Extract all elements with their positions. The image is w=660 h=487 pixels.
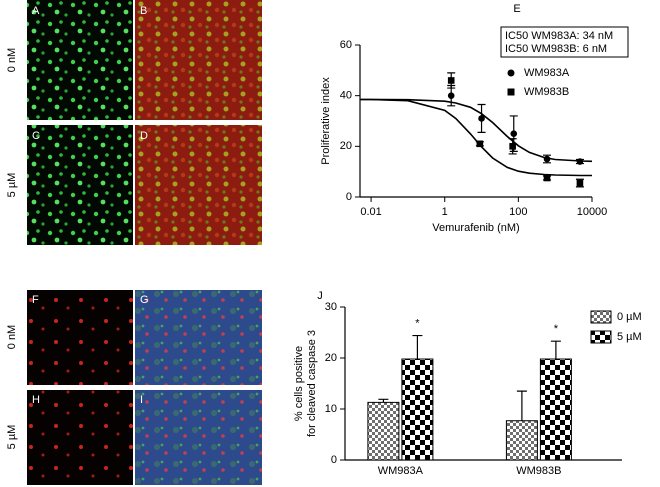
bar	[505, 420, 538, 461]
y-axis-label: % cells positive	[293, 346, 305, 421]
row-label: 0 nM	[6, 48, 18, 72]
bar	[401, 358, 434, 461]
error-bar	[516, 390, 527, 421]
panel-letter: C	[32, 130, 40, 142]
image	[135, 0, 262, 120]
y-tick-label: 60	[340, 39, 352, 51]
x-tick-label: WM983B	[516, 465, 561, 477]
row-label: 5 µM	[6, 425, 18, 450]
y-tick-label: 20	[340, 140, 352, 152]
legend-marker	[507, 88, 515, 96]
image-panels: A B C D F G H I 0 nM 5 µM 0 nM 5 µM	[6, 0, 262, 485]
y-axis-label: Proliferative index	[320, 77, 332, 165]
panel-letter: F	[32, 294, 39, 306]
image	[135, 125, 262, 245]
panel-letter: A	[32, 5, 40, 17]
y-tick-label: 10	[325, 403, 337, 415]
data-point	[543, 155, 551, 163]
y-tick-label: 0	[346, 191, 352, 203]
data-point	[447, 92, 455, 99]
x-tick-label: 100	[509, 206, 527, 218]
significance-mark: *	[554, 323, 559, 335]
image	[135, 390, 262, 485]
y-tick-label: 40	[340, 90, 352, 102]
fit-curve	[360, 98, 592, 177]
panel-label: E	[513, 3, 520, 15]
panel-letter: G	[140, 294, 149, 306]
annotation-box	[500, 26, 629, 58]
x-tick-label: 0.01	[360, 206, 381, 218]
y-tick-label: 30	[325, 301, 337, 313]
fit-curve	[360, 98, 593, 163]
legend-swatch	[590, 330, 612, 344]
x-tick-label: 1	[442, 206, 448, 218]
significance-mark: *	[415, 317, 420, 329]
data-point	[543, 174, 551, 182]
data-point	[576, 179, 584, 187]
panel-letter: D	[140, 130, 148, 142]
legend-swatch	[590, 310, 612, 324]
data-point	[447, 77, 455, 84]
image	[27, 0, 133, 120]
panel-letter: I	[140, 394, 143, 406]
image	[27, 390, 133, 485]
row-label: 0 nM	[6, 325, 18, 349]
row-label: 5 µM	[6, 173, 18, 198]
bar	[539, 358, 572, 461]
x-axis-label: Vemurafenib (nM)	[432, 222, 519, 234]
x-tick-label: 10000	[577, 206, 608, 218]
legend-label: 0 µM	[617, 311, 642, 323]
error-bar	[412, 334, 423, 360]
legend-marker	[507, 69, 515, 77]
data-point	[476, 140, 484, 148]
image	[27, 290, 133, 385]
y-tick-label: 0	[331, 454, 337, 466]
data-point	[576, 158, 584, 165]
image	[27, 125, 133, 245]
bar	[367, 401, 400, 461]
legend-label: WM983A	[524, 67, 570, 79]
panel-letter: H	[32, 394, 40, 406]
legend-label: WM983B	[524, 86, 569, 98]
y-axis-label: for cleaved caspase 3	[306, 330, 318, 437]
x-tick-label: WM983A	[378, 465, 424, 477]
error-bar	[378, 398, 389, 403]
panel-label: J	[317, 290, 323, 302]
image	[135, 290, 262, 385]
y-tick-label: 20	[325, 352, 337, 364]
error-bar	[550, 340, 561, 360]
data-point	[509, 143, 516, 150]
annotation: IC50 WM983B: 6 nM	[505, 43, 607, 55]
legend-label: 5 µM	[617, 331, 642, 343]
panel-letter: B	[140, 5, 147, 17]
data-point	[510, 130, 518, 137]
data-point	[478, 115, 485, 122]
annotation: IC50 WM983A: 34 nM	[505, 30, 613, 42]
